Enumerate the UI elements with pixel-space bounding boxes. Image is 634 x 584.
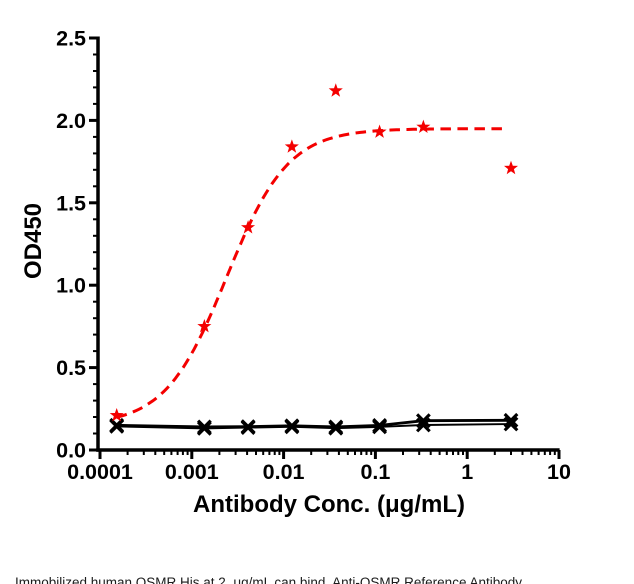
x-marker <box>109 419 125 434</box>
x-axis-title: Antibody Conc. (μg/mL) <box>193 491 465 518</box>
x-tick-label: 0.0001 <box>67 460 133 484</box>
y-tick-label: 2.5 <box>56 27 86 51</box>
svg-text:OD450: OD450 <box>20 203 47 279</box>
star-marker <box>416 119 431 133</box>
x-marker <box>284 419 300 435</box>
star-marker <box>197 319 212 333</box>
star-marker <box>284 139 299 153</box>
fit-curve <box>116 127 505 419</box>
y-tick-label: 1.5 <box>56 191 86 215</box>
negative-control-2 <box>109 416 519 436</box>
anti-osmr-reference-antibody-vixarelimab <box>109 83 518 422</box>
x-marker <box>503 416 519 432</box>
star-marker <box>328 83 343 97</box>
x-ticks <box>98 450 561 459</box>
x-marker <box>372 419 387 435</box>
x-tick-label: 0.1 <box>360 460 390 484</box>
y-tick-label: 0.0 <box>56 439 86 463</box>
x-tick-label: 1 <box>461 460 473 484</box>
x-tick-label: 10 <box>547 460 571 484</box>
y-ticks <box>89 36 98 452</box>
svg-text:Antibody Conc. (μg/mL): Antibody Conc. (μg/mL) <box>193 491 465 518</box>
y-tick-label: 2.0 <box>56 109 86 133</box>
x-tick-label: 0.001 <box>165 460 219 484</box>
x-marker <box>197 421 212 436</box>
star-marker <box>504 160 518 175</box>
x-marker <box>328 420 344 436</box>
y-axis-title: OD450 <box>20 203 47 279</box>
star-marker <box>241 220 256 234</box>
binding-curve-chart: 0.0 0.5 1.0 1.5 2.0 2.5 0.0001 0.001 0.01 0.1 1 10 A… <box>20 27 571 519</box>
y-tick-labels: 0.0 0.5 1.0 1.5 2.0 2.5 <box>56 27 86 463</box>
star-marker <box>109 408 124 422</box>
negative-control-1 <box>109 412 519 435</box>
x-marker <box>416 417 431 433</box>
star-marker <box>372 124 387 138</box>
x-marker <box>240 420 256 435</box>
caption-line-1: Immobilized human OSMR His at 2 μg/mL ca… <box>15 575 522 584</box>
x-tick-label: 0.01 <box>263 460 305 484</box>
y-tick-label: 0.5 <box>56 356 86 380</box>
y-tick-label: 1.0 <box>56 274 86 298</box>
figure-caption: Immobilized human OSMR His at 2 μg/mL ca… <box>15 540 522 584</box>
x-tick-labels: 0.0001 0.001 0.01 0.1 1 10 <box>67 460 571 484</box>
